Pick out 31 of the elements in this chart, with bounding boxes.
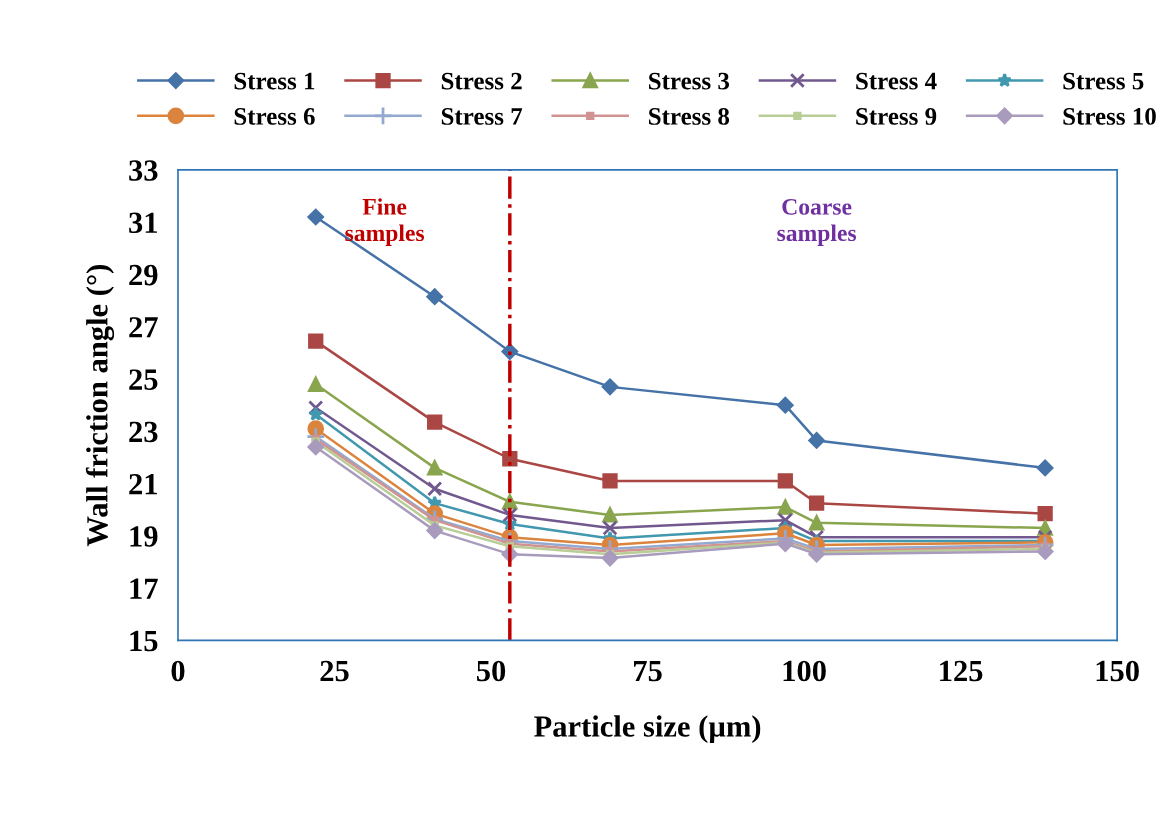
legend-label: Stress 2	[441, 72, 522, 90]
y-tick-label: 19	[130, 526, 158, 547]
legend-label: Stress 8	[649, 108, 730, 125]
x-tick-label: 100	[783, 660, 826, 682]
y-tick-label: 33	[129, 160, 158, 181]
legend-label: Stress 5	[1063, 72, 1144, 90]
annotation: Fine samples	[345, 198, 425, 246]
y-tick-label: 25	[129, 369, 158, 390]
y-tick-label: 29	[129, 264, 158, 286]
y-tick-label: 15	[130, 630, 158, 652]
y-tick-label: 21	[129, 473, 157, 495]
x-tick-label: 75	[634, 661, 662, 682]
legend-label: Stress 9	[856, 108, 937, 125]
legend-label: Stress 6	[234, 108, 315, 125]
y-tick-label: 23	[129, 421, 158, 443]
annotation: Coarse samples	[777, 198, 857, 246]
x-tick-label: 125	[940, 660, 983, 682]
legend-label: Stress 7	[441, 108, 523, 125]
legend-label: Stress 1	[234, 72, 315, 90]
x-tick-label: 0	[171, 660, 185, 682]
y-tick-label: 31	[129, 212, 157, 234]
y-axis-title: Wall friction angle (°)	[85, 265, 115, 547]
x-tick-label: 50	[476, 660, 506, 682]
y-tick-label: 17	[130, 578, 158, 599]
legend-label: Stress 3	[649, 72, 730, 90]
x-tick-label: 150	[1096, 660, 1139, 682]
legend-label: Stress 4	[856, 72, 937, 90]
y-tick-label: 27	[129, 317, 158, 338]
x-axis-title: Particle size (µm)	[534, 715, 761, 744]
legend-label: Stress 10	[1063, 108, 1156, 125]
x-tick-label: 25	[320, 660, 349, 682]
